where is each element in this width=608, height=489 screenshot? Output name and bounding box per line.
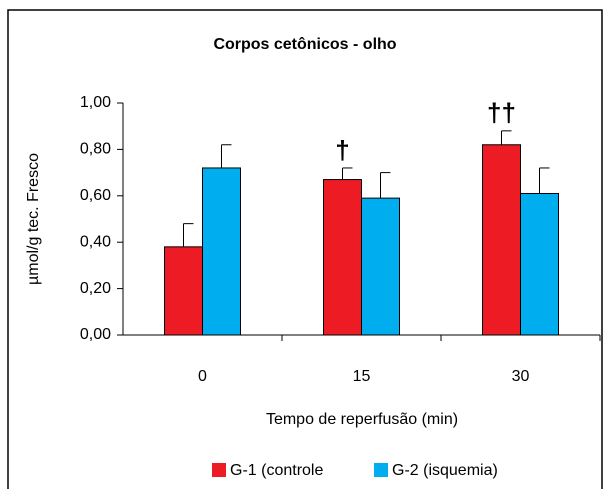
x-axis-label: Tempo de reperfusão (min) [266, 411, 458, 428]
x-tick-label: 15 [353, 368, 371, 385]
y-tick-label: 1,00 [80, 94, 111, 111]
annotation: † [335, 135, 349, 165]
x-tick-label: 0 [198, 368, 207, 385]
legend-swatch [212, 463, 226, 477]
y-tick-label: 0,20 [80, 280, 111, 297]
annotation: †† [487, 98, 516, 128]
x-tick-label: 30 [512, 368, 530, 385]
y-axis-label: µmol/g tec. Fresco [25, 153, 42, 285]
legend-label: G-2 (isquemia) [392, 462, 498, 479]
legend-swatch [374, 463, 388, 477]
bar [482, 144, 521, 336]
y-tick-label: 0,00 [80, 326, 111, 343]
legend-label: G-1 (controle [230, 462, 323, 479]
y-tick-label: 0,40 [80, 233, 111, 250]
bar [323, 179, 362, 336]
bar [164, 246, 203, 336]
bar [202, 167, 241, 336]
y-tick-label: 0,60 [80, 187, 111, 204]
chart-title: Corpos cetônicos - olho [213, 36, 396, 53]
bar [520, 192, 559, 336]
bar [361, 197, 400, 336]
y-tick-label: 0,80 [80, 141, 111, 158]
